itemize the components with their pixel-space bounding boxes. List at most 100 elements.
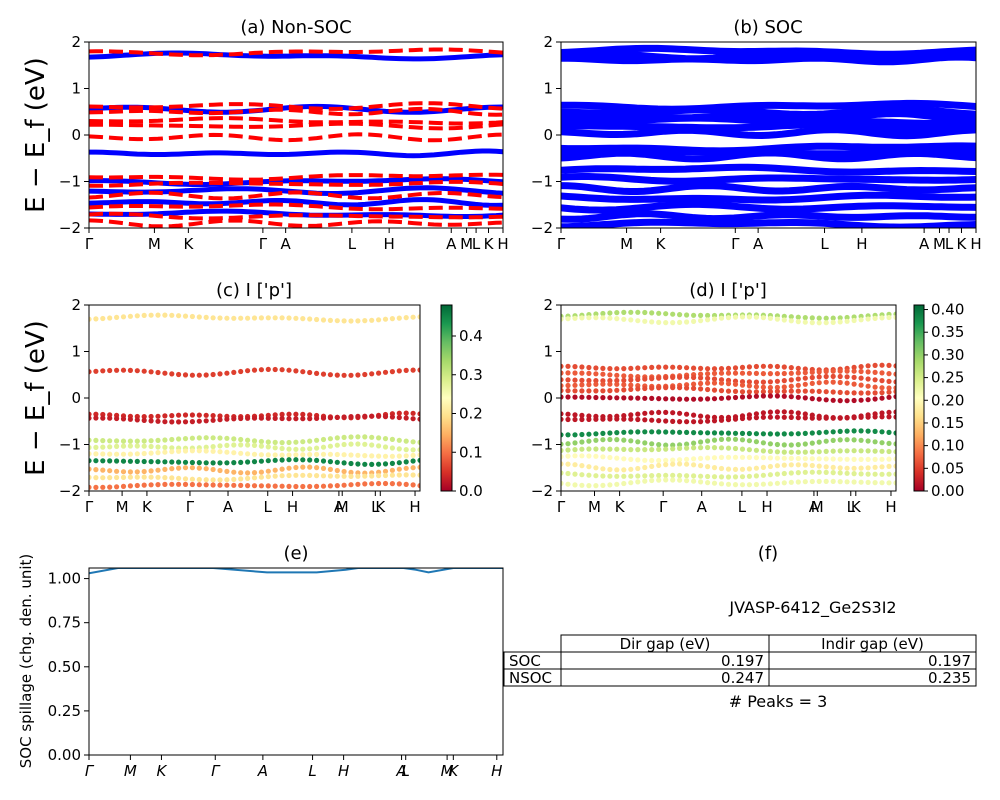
panel-a-band-dashed	[89, 172, 503, 182]
panel-d-point	[879, 395, 885, 401]
panel-c-xtick-label: H	[409, 498, 420, 516]
panel-d-point	[614, 437, 620, 443]
peaks-label: # Peaks = 3	[729, 692, 828, 711]
panel-d-point	[837, 465, 843, 471]
panel-d-point	[823, 448, 829, 454]
panel-d-point	[691, 374, 697, 381]
panel-d-point	[565, 447, 571, 453]
panel-c-point	[320, 415, 327, 421]
panel-c-point	[307, 369, 313, 376]
panel-c-point	[293, 368, 299, 374]
panel-a-xtick-label: H	[384, 235, 395, 253]
panel-d-point	[788, 455, 794, 461]
panel-d-point	[718, 474, 725, 480]
panel-d-point	[561, 370, 564, 376]
panel-d-point	[677, 457, 683, 463]
panel-c-point	[293, 483, 299, 490]
panel-d-point	[579, 382, 585, 388]
panel-d-point	[816, 449, 822, 455]
panel-d-point	[656, 446, 662, 452]
panel-c-point	[410, 465, 416, 471]
panel-d-point	[593, 437, 599, 443]
panel-c-point	[231, 469, 237, 475]
panel-d-point	[628, 429, 634, 435]
panel-d-point	[642, 440, 648, 446]
panel-c-point	[182, 372, 189, 378]
panel-c-point	[107, 468, 113, 474]
panel-d-point	[600, 381, 606, 387]
panel-d-point	[593, 371, 599, 377]
panel-d-point	[760, 393, 767, 399]
panel-d-point	[698, 380, 704, 387]
panel-a-xtick-label: Γ	[259, 235, 268, 253]
panel-d-point	[753, 384, 760, 390]
panel-c-point	[417, 439, 420, 445]
panel-d-point	[893, 371, 896, 377]
panel-c-point	[89, 444, 92, 451]
panel-b-band	[561, 163, 976, 176]
panel-d-point	[879, 440, 885, 446]
panel-d-point	[753, 465, 760, 471]
panel-d-point	[788, 388, 794, 394]
panel-c-point	[155, 437, 161, 443]
panel-d-point	[670, 320, 676, 326]
panel-d-point	[565, 316, 571, 322]
panel-d-point	[725, 315, 732, 321]
panel-d-point	[795, 410, 801, 416]
panel-d-point	[746, 473, 753, 479]
panel-d-point	[816, 374, 822, 380]
panel-d-point	[600, 482, 606, 488]
panel-d-point	[844, 428, 850, 434]
gap-table-cell: 0.197	[721, 652, 764, 670]
panel-c-point	[376, 480, 382, 487]
panel-d-point	[642, 318, 648, 324]
panel-d-point	[753, 473, 760, 479]
panel-c-point	[279, 452, 285, 458]
panel-d-point	[893, 456, 896, 462]
panel-c-point	[341, 468, 347, 475]
panel-d-point	[586, 483, 592, 489]
panel-c-point	[155, 450, 161, 456]
panel-d-point	[893, 480, 896, 486]
panel-d-point	[614, 473, 620, 479]
panel-d-point	[691, 473, 697, 479]
panel-d-point	[684, 385, 690, 391]
panel-d-point	[809, 369, 815, 375]
panel-d-point	[614, 481, 620, 487]
panel-d-point	[586, 388, 592, 394]
panel-d-point	[684, 456, 690, 462]
panel-d-point	[760, 389, 767, 395]
panel-d-point	[656, 396, 662, 402]
panel-b-band	[561, 126, 976, 140]
panel-d-point	[677, 419, 683, 425]
panel-c-colorbar-label: 0.1	[459, 443, 483, 461]
panel-c-point	[382, 468, 389, 474]
panel-e-frame	[88, 567, 504, 756]
panel-c-point	[300, 411, 306, 417]
panel-d-point	[691, 430, 697, 436]
panel-b-xtick-label: A	[753, 235, 764, 253]
panel-c-point	[120, 451, 127, 457]
panel-c-point	[100, 467, 106, 473]
panel-d-point	[579, 472, 585, 478]
panel-d-point	[865, 369, 871, 375]
panel-c-point	[272, 473, 278, 479]
panel-d-point	[656, 477, 662, 483]
panel-c-point	[258, 458, 264, 464]
panel-d-point	[788, 414, 794, 420]
panel-d-point	[711, 445, 718, 451]
panel-a-band-solid	[89, 148, 503, 159]
panel-c-point	[134, 313, 140, 319]
panel-d-point	[572, 471, 578, 477]
panel-c-point	[258, 452, 264, 458]
panel-d-point	[739, 364, 746, 370]
panel-d-xtick-label: A	[809, 498, 820, 516]
panel-c-point	[93, 467, 99, 473]
panel-d-ytick-label: 2	[543, 296, 553, 314]
panel-d-point	[746, 383, 753, 389]
panel-d-point	[753, 415, 760, 421]
panel-c-point	[389, 467, 395, 473]
panel-d-point	[607, 454, 613, 461]
panel-d-point	[893, 379, 896, 385]
panel-c-point	[251, 459, 258, 465]
